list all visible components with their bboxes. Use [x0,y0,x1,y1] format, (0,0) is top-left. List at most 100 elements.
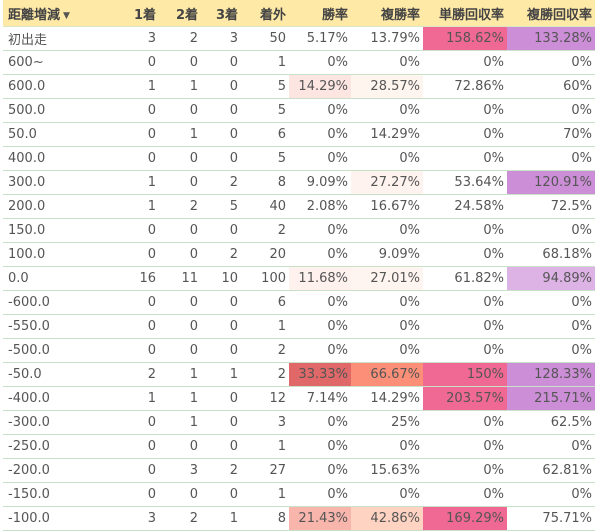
cell-out-count: 5 [241,98,289,123]
cell-third-count: 0 [201,290,241,315]
cell-first-count: 1 [105,170,159,195]
cell-out-count: 100 [241,266,289,291]
cell-third-count: 1 [201,506,241,531]
cell-win-return: 0% [423,482,507,507]
cell-place-rate: 27.27% [351,170,423,195]
table-row: -250.0 0 0 0 1 0% 0% 0% 0% [3,434,595,459]
row-label: -250.0 [3,434,105,459]
cell-second-count: 0 [159,290,201,315]
column-header-first[interactable]: 1着 [105,0,159,27]
cell-place-return: 68.18% [507,242,595,267]
column-header-third[interactable]: 3着 [201,0,241,27]
cell-win-return: 0% [423,290,507,315]
cell-place-rate: 0% [351,98,423,123]
row-label: -300.0 [3,410,105,435]
table-row: -600.0 0 0 0 6 0% 0% 0% 0% [3,290,595,315]
cell-place-return: 75.71% [507,506,595,531]
cell-second-count: 0 [159,98,201,123]
table-row: -200.0 0 3 2 27 0% 15.63% 0% 62.81% [3,458,595,483]
cell-win-return: 0% [423,410,507,435]
cell-third-count: 2 [201,458,241,483]
cell-second-count: 0 [159,146,201,171]
cell-second-count: 0 [159,218,201,243]
cell-out-count: 3 [241,410,289,435]
table-body: 初出走 3 2 3 50 5.17% 13.79% 158.62% 133.28% 600~ 0 0 0… [3,26,595,531]
cell-out-count: 2 [241,218,289,243]
row-label: -600.0 [3,290,105,315]
cell-first-count: 3 [105,26,159,51]
cell-win-rate: 0% [289,314,351,339]
cell-out-count: 6 [241,290,289,315]
cell-third-count: 2 [201,170,241,195]
stats-table: 距離増減 ▼ 1着 2着 3着 着外 勝率 複勝率 単勝回収率 複勝回収率 初出走… [3,0,595,531]
cell-place-return: 0% [507,98,595,123]
cell-win-return: 0% [423,242,507,267]
cell-win-return: 0% [423,122,507,147]
table-row: 600~ 0 0 0 1 0% 0% 0% 0% [3,50,595,75]
cell-second-count: 1 [159,386,201,411]
cell-out-count: 50 [241,26,289,51]
row-label: 500.0 [3,98,105,123]
cell-win-rate: 0% [289,242,351,267]
cell-out-count: 8 [241,506,289,531]
cell-win-return: 53.64% [423,170,507,195]
column-header-out[interactable]: 着外 [241,0,289,27]
cell-place-rate: 28.57% [351,74,423,99]
cell-win-return: 169.29% [423,506,507,531]
table-row: 50.0 0 1 0 6 0% 14.29% 0% 70% [3,122,595,147]
cell-out-count: 8 [241,170,289,195]
column-header-distance[interactable]: 距離増減 ▼ [3,0,105,27]
table-row: -400.0 1 1 0 12 7.14% 14.29% 203.57% 215.71% [3,386,595,411]
cell-place-rate: 0% [351,218,423,243]
cell-place-return: 0% [507,218,595,243]
cell-out-count: 5 [241,146,289,171]
row-label: -550.0 [3,314,105,339]
row-label: 0.0 [3,266,105,291]
cell-third-count: 0 [201,410,241,435]
table-row: 200.0 1 2 5 40 2.08% 16.67% 24.58% 72.5% [3,194,595,219]
cell-third-count: 0 [201,98,241,123]
cell-second-count: 2 [159,26,201,51]
cell-third-count: 0 [201,314,241,339]
cell-win-return: 61.82% [423,266,507,291]
cell-third-count: 0 [201,338,241,363]
row-label: 600.0 [3,74,105,99]
cell-win-rate: 9.09% [289,170,351,195]
table-row: 500.0 0 0 0 5 0% 0% 0% 0% [3,98,595,123]
row-label: 300.0 [3,170,105,195]
row-label: 初出走 [3,26,105,51]
cell-first-count: 0 [105,50,159,75]
cell-out-count: 12 [241,386,289,411]
cell-place-return: 133.28% [507,26,595,51]
column-header-win-rate[interactable]: 勝率 [289,0,351,27]
cell-win-rate: 0% [289,410,351,435]
cell-win-rate: 0% [289,338,351,363]
cell-second-count: 11 [159,266,201,291]
caret-down-icon[interactable]: ▼ [63,10,70,21]
column-header-place-rate[interactable]: 複勝率 [351,0,423,27]
cell-third-count: 0 [201,482,241,507]
cell-second-count: 1 [159,74,201,99]
cell-place-return: 0% [507,314,595,339]
cell-place-rate: 42.86% [351,506,423,531]
cell-second-count: 2 [159,506,201,531]
column-header-place-return[interactable]: 複勝回収率 [507,0,595,27]
cell-place-rate: 14.29% [351,386,423,411]
cell-first-count: 1 [105,74,159,99]
row-label: 150.0 [3,218,105,243]
cell-place-rate: 0% [351,338,423,363]
cell-win-return: 150% [423,362,507,387]
cell-place-rate: 13.79% [351,26,423,51]
column-header-second[interactable]: 2着 [159,0,201,27]
row-label: -200.0 [3,458,105,483]
cell-win-rate: 0% [289,434,351,459]
cell-place-return: 0% [507,50,595,75]
cell-third-count: 0 [201,50,241,75]
cell-win-return: 72.86% [423,74,507,99]
cell-place-rate: 14.29% [351,122,423,147]
column-header-win-return[interactable]: 単勝回収率 [423,0,507,27]
cell-place-return: 72.5% [507,194,595,219]
cell-place-return: 128.33% [507,362,595,387]
cell-place-rate: 0% [351,434,423,459]
cell-place-rate: 0% [351,50,423,75]
